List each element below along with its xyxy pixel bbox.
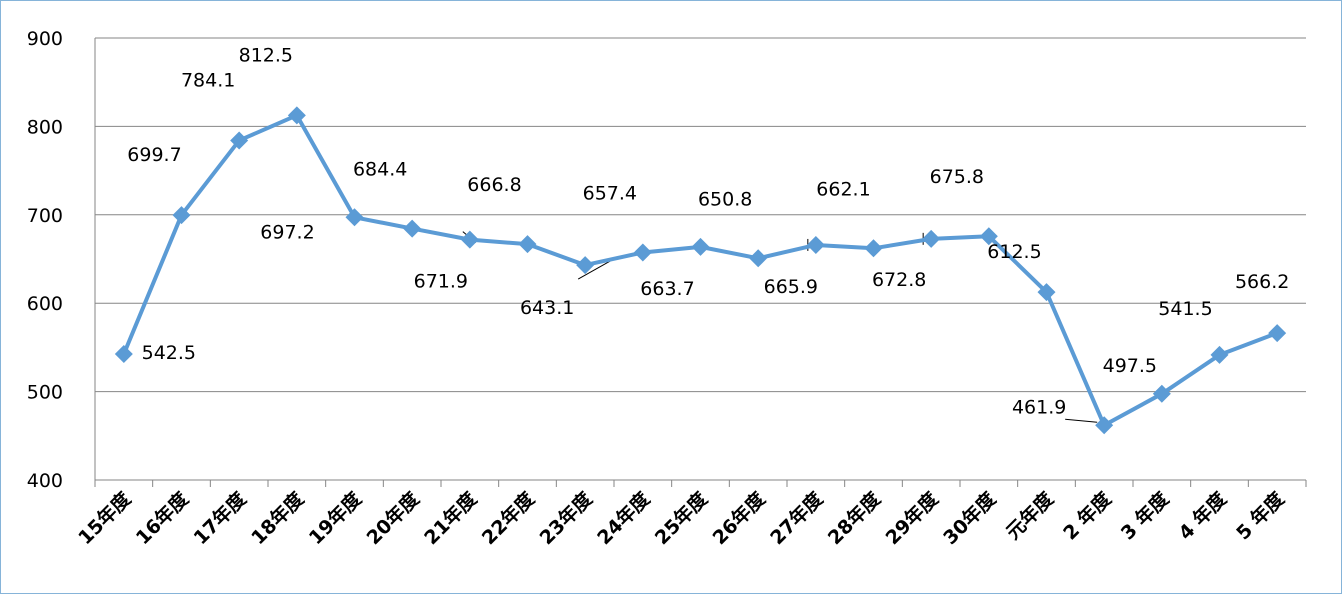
x-tick-label: 27年度 [766, 487, 829, 550]
x-tick-label: 4 年度 [1174, 487, 1232, 545]
y-axis: 400 500 600 700 800 900 [27, 28, 96, 492]
data-point [1037, 283, 1056, 302]
data-label: 684.4 [353, 159, 407, 181]
x-tick-label: 22年度 [477, 487, 540, 550]
y-tick-label: 900 [27, 28, 63, 50]
data-point [749, 249, 768, 268]
data-label: 662.1 [816, 178, 870, 200]
x-tick-label: 23年度 [535, 487, 598, 550]
leader-lines [462, 231, 1098, 423]
y-tick-label: 800 [27, 116, 63, 138]
data-label: 643.1 [520, 297, 574, 319]
series-line [121, 113, 1278, 428]
y-tick-label: 700 [27, 205, 63, 227]
x-tick-label: 15年度 [74, 487, 137, 550]
x-tick-label: 元年度 [1001, 487, 1058, 544]
x-tick-label: 26年度 [708, 487, 771, 550]
y-tick-label: 400 [27, 470, 63, 492]
data-point [345, 208, 364, 227]
data-label: 542.5 [142, 342, 196, 364]
x-tick-label: 30年度 [939, 487, 1002, 550]
data-point [922, 229, 941, 248]
data-point [460, 230, 479, 249]
x-tick-label: 17年度 [189, 487, 252, 550]
data-label: 675.8 [930, 166, 984, 188]
x-tick-label: 18年度 [247, 487, 310, 550]
data-point [633, 243, 652, 262]
data-label: 666.8 [467, 174, 521, 196]
data-markers [114, 106, 1287, 435]
x-tick-label: 25年度 [650, 487, 713, 550]
data-label: 665.9 [764, 276, 818, 298]
data-point [979, 227, 998, 246]
x-tick-label: 16年度 [131, 487, 194, 550]
data-point [518, 235, 537, 254]
leader-line [1065, 418, 1098, 423]
data-label: 650.8 [698, 188, 752, 210]
series-polyline [121, 113, 1278, 428]
data-label: 657.4 [583, 182, 637, 204]
data-label: 671.9 [414, 271, 468, 293]
x-tick-label: 2 年度 [1059, 487, 1117, 545]
data-label: 697.2 [260, 221, 314, 243]
data-point [864, 239, 883, 258]
data-point [114, 345, 133, 364]
data-label: 699.7 [127, 144, 181, 166]
data-point [1152, 384, 1171, 403]
data-label: 663.7 [640, 278, 694, 300]
data-label: 461.9 [1012, 396, 1066, 418]
data-point [1268, 324, 1287, 343]
data-point [403, 219, 422, 238]
data-label: 566.2 [1235, 271, 1289, 293]
gridlines [95, 37, 1306, 393]
data-label: 812.5 [239, 44, 293, 66]
x-tick-label: 28年度 [823, 487, 886, 550]
x-tick-label: 20年度 [362, 487, 425, 550]
data-point [576, 256, 595, 275]
leader-line [577, 260, 611, 280]
data-point [230, 131, 249, 150]
data-point [691, 237, 710, 256]
data-label: 541.5 [1158, 298, 1212, 320]
data-point [1095, 416, 1114, 435]
y-tick-label: 600 [27, 293, 63, 315]
x-tick-label: 24年度 [593, 487, 656, 550]
data-point [806, 235, 825, 254]
data-point [287, 106, 306, 125]
data-label: 612.5 [987, 241, 1041, 263]
data-point [172, 206, 191, 225]
x-tick-label: 21年度 [420, 487, 483, 550]
y-tick-label: 500 [27, 382, 63, 404]
data-label: 672.8 [872, 269, 926, 291]
x-tick-label: 19年度 [304, 487, 367, 550]
data-label: 784.1 [181, 69, 235, 91]
x-axis: 15年度16年度17年度18年度19年度20年度21年度22年度23年度24年度… [74, 479, 1307, 550]
data-label: 497.5 [1103, 355, 1157, 377]
x-tick-label: 29年度 [881, 487, 944, 550]
x-tick-label: 5 年度 [1232, 487, 1290, 545]
x-tick-label: 3 年度 [1116, 487, 1174, 545]
data-point [1210, 345, 1229, 364]
